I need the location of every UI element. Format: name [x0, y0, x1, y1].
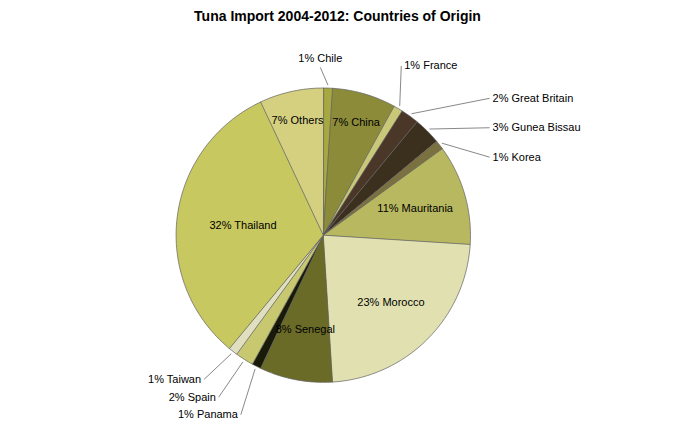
svg-text:2% Great Britain: 2% Great Britain: [493, 92, 574, 104]
svg-text:8% Senegal: 8% Senegal: [276, 323, 335, 335]
svg-text:1% France: 1% France: [404, 59, 457, 71]
svg-text:1% Taiwan: 1% Taiwan: [148, 373, 201, 385]
svg-text:11% Mauritania: 11% Mauritania: [377, 202, 453, 214]
svg-text:23% Morocco: 23% Morocco: [357, 296, 424, 308]
svg-text:32% Thailand: 32% Thailand: [209, 219, 276, 231]
svg-text:3% Gunea Bissau: 3% Gunea Bissau: [493, 121, 581, 133]
html-text:Tuna Import 2004-2012: Countri: Tuna Import 2004-2012: Countries of Orig…: [194, 8, 481, 24]
svg-text:2% Spain: 2% Spain: [169, 391, 216, 403]
svg-text:7% Others: 7% Others: [272, 114, 324, 126]
svg-text:1% Chile: 1% Chile: [298, 52, 342, 64]
svg-text:1% Korea: 1% Korea: [493, 151, 542, 163]
svg-text:1% Panama: 1% Panama: [178, 408, 239, 420]
svg-text:7% China: 7% China: [332, 116, 381, 128]
